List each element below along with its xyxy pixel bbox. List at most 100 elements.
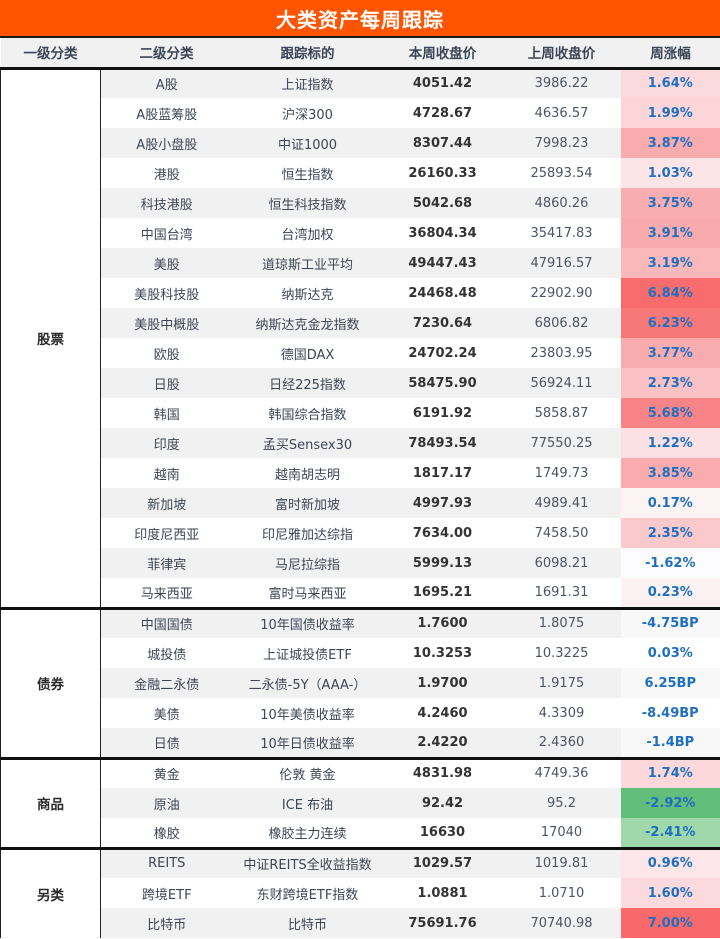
weekly-change-cell: 0.17% [620,488,720,518]
this-week-close-cell: 49447.43 [382,248,503,278]
page-title: 大类资产每周跟踪 [0,0,720,38]
last-week-close-cell: 5858.87 [534,405,589,421]
tracking-target-cell: 孟买Sensex30 [232,428,383,458]
table-row: 商品 黄金 伦敦 黄金 4831.98 4749.36 1.74% [0,758,720,850]
tracking-target-cell: 印尼雅加达综指 [261,527,353,543]
this-week-close-cell: 7634.00 [412,525,473,541]
this-week-close-cell: 1817.17 [412,465,473,481]
level2-category-cell: 中国国债 [100,608,233,638]
table-row: 比特币 比特币 75691.76 70740.98 7.00% [1,908,720,938]
weekly-change-cell: 0.23% [620,578,720,610]
header-level1-category: 一级分类 [0,38,101,70]
level1-category-cell: 商品 [0,758,101,850]
weekly-change-cell: 3.87% [620,128,720,158]
last-week-close-cell: 6806.82 [502,308,621,338]
this-week-close-cell: 75691.76 [382,908,503,938]
this-week-close-cell: 1.0881 [417,885,468,901]
tracking-target-cell: 德国DAX [280,347,335,363]
weekly-change-cell: 1.64% [620,68,720,98]
tracking-target-cell: 中证1000 [232,128,383,158]
weekly-change-cell: 6.84% [620,278,720,308]
last-week-close-cell: 7458.50 [534,525,589,541]
tracking-target-cell: 恒生科技指数 [232,188,383,218]
this-week-close-cell: 1029.57 [382,848,503,878]
this-week-close-cell: 10.3253 [412,645,473,661]
table-row: 股票 A股 上证指数 4051.42 3986.22 1.64% [0,68,720,610]
level1-category-cell: 另类 [0,848,101,938]
level1-category-cell: 股票 [0,68,101,610]
weekly-change-cell: 5.68% [620,398,720,428]
tracking-target-cell: 恒生指数 [281,167,334,183]
this-week-close-cell: 8307.44 [382,128,503,158]
table-row: 跨境ETF 东财跨境ETF指数 1.0881 1.0710 1.60% [1,878,720,908]
level2-category-cell: 韩国 [153,407,180,423]
weekly-change-cell: 3.77% [620,338,720,368]
last-week-close-cell: 4636.57 [534,105,589,121]
table-row: 日债 10年日债收益率 2.4220 2.4360 -1.4BP [1,728,720,760]
table-row: 美股 道琼斯工业平均 49447.43 47916.57 3.19% [1,248,720,278]
last-week-close-cell: 70740.98 [502,908,621,938]
last-week-close-cell: 3986.22 [502,68,621,98]
weekly-change-cell: 1.22% [620,428,720,458]
weekly-change-cell: -1.4BP [620,728,720,760]
this-week-close-cell: 58475.90 [382,368,503,398]
this-week-close-cell: 26160.33 [408,165,477,181]
table-row: 债券 中国国债 10年国债收益率 1.7600 1.8075 -4.75BP [0,608,720,760]
table-row: 科技港股 恒生科技指数 5042.68 4860.26 3.75% [1,188,720,218]
level2-category-cell: 菲律宾 [100,548,233,578]
last-week-close-cell: 17040 [502,818,621,850]
weekly-change-cell: 2.73% [620,368,720,398]
table-row: 金融二永债 二永债-5Y（AAA-） 1.9700 1.9175 6.25BP [1,668,720,698]
level2-category-cell: 黄金 [153,768,180,784]
last-week-close-cell: 1691.31 [502,578,621,610]
level2-category-cell: 原油 [100,788,233,818]
weekly-change-cell: 1.03% [620,158,720,188]
weekly-change-cell: 2.35% [620,518,720,548]
tracking-target-cell: 上证指数 [232,68,383,98]
header-tracking-target: 跟踪标的 [232,38,383,70]
tracking-target-cell: 橡胶主力连续 [232,818,383,850]
table-body: 股票 A股 上证指数 4051.42 3986.22 1.64% A股蓝筹股 沪深300 472… [0,68,720,938]
weekly-change-cell: -1.62% [620,548,720,578]
tracking-target-cell: 台湾加权 [281,227,334,243]
last-week-close-cell: 4860.26 [502,188,621,218]
tracking-target-cell: 沪深300 [282,107,333,123]
tracking-target-cell: 中证REITS全收益指数 [232,848,383,878]
table-row: 橡胶 橡胶主力连续 16630 17040 -2.41% [1,818,720,850]
level2-category-cell: 日债 [100,728,233,760]
last-week-close-cell: 4989.41 [502,488,621,518]
this-week-close-cell: 16630 [382,818,503,850]
tracking-target-cell: 伦敦 黄金 [279,768,336,784]
tracking-target-cell: ICE 布油 [232,788,383,818]
level2-category-cell: 科技港股 [100,188,233,218]
last-week-close-cell: 47916.57 [502,248,621,278]
this-week-close-cell: 1.9700 [382,668,503,698]
last-week-close-cell: 25893.54 [530,165,593,181]
weekly-change-cell: -8.49BP [620,698,720,728]
level2-category-cell: 印度尼西亚 [134,527,200,543]
this-week-close-cell: 1.7600 [382,608,503,638]
tracking-target-cell: 纳斯达克金龙指数 [232,308,383,338]
tracking-target-cell: 日经225指数 [232,368,383,398]
this-week-close-cell: 36804.34 [408,225,477,241]
last-week-close-cell: 1019.81 [502,848,621,878]
header-this-week-close: 本周收盘价 [382,38,503,70]
last-week-close-cell: 35417.83 [530,225,593,241]
this-week-close-cell: 7230.64 [382,308,503,338]
weekly-change-cell: 0.03% [620,638,720,668]
this-week-close-cell: 2.4220 [382,728,503,760]
table-row: 另类 REITS 中证REITS全收益指数 1029.57 1019.81 0.96% [0,848,720,938]
level2-category-cell: 印度 [100,428,233,458]
tracking-target-cell: 10年国债收益率 [232,608,383,638]
weekly-change-cell: -4.75BP [620,608,720,638]
table-row: A股小盘股 中证1000 8307.44 7998.23 3.87% [1,128,720,158]
asset-tracking-table: 一级分类 二级分类 跟踪标的 本周收盘价 上周收盘价 周涨幅 股票 A股 上证指数 4… [0,38,720,938]
level2-category-cell: 金融二永债 [100,668,233,698]
table-row: 日股 日经225指数 58475.90 56924.11 2.73% [1,368,720,398]
weekly-change-cell: 3.85% [620,458,720,488]
tracking-target-cell: 纳斯达克 [281,287,334,303]
level2-category-cell: 中国台湾 [140,227,193,243]
weekly-change-cell: 0.96% [620,848,720,878]
level2-category-cell: 城投债 [147,647,187,663]
weekly-change-cell: 7.00% [620,908,720,938]
